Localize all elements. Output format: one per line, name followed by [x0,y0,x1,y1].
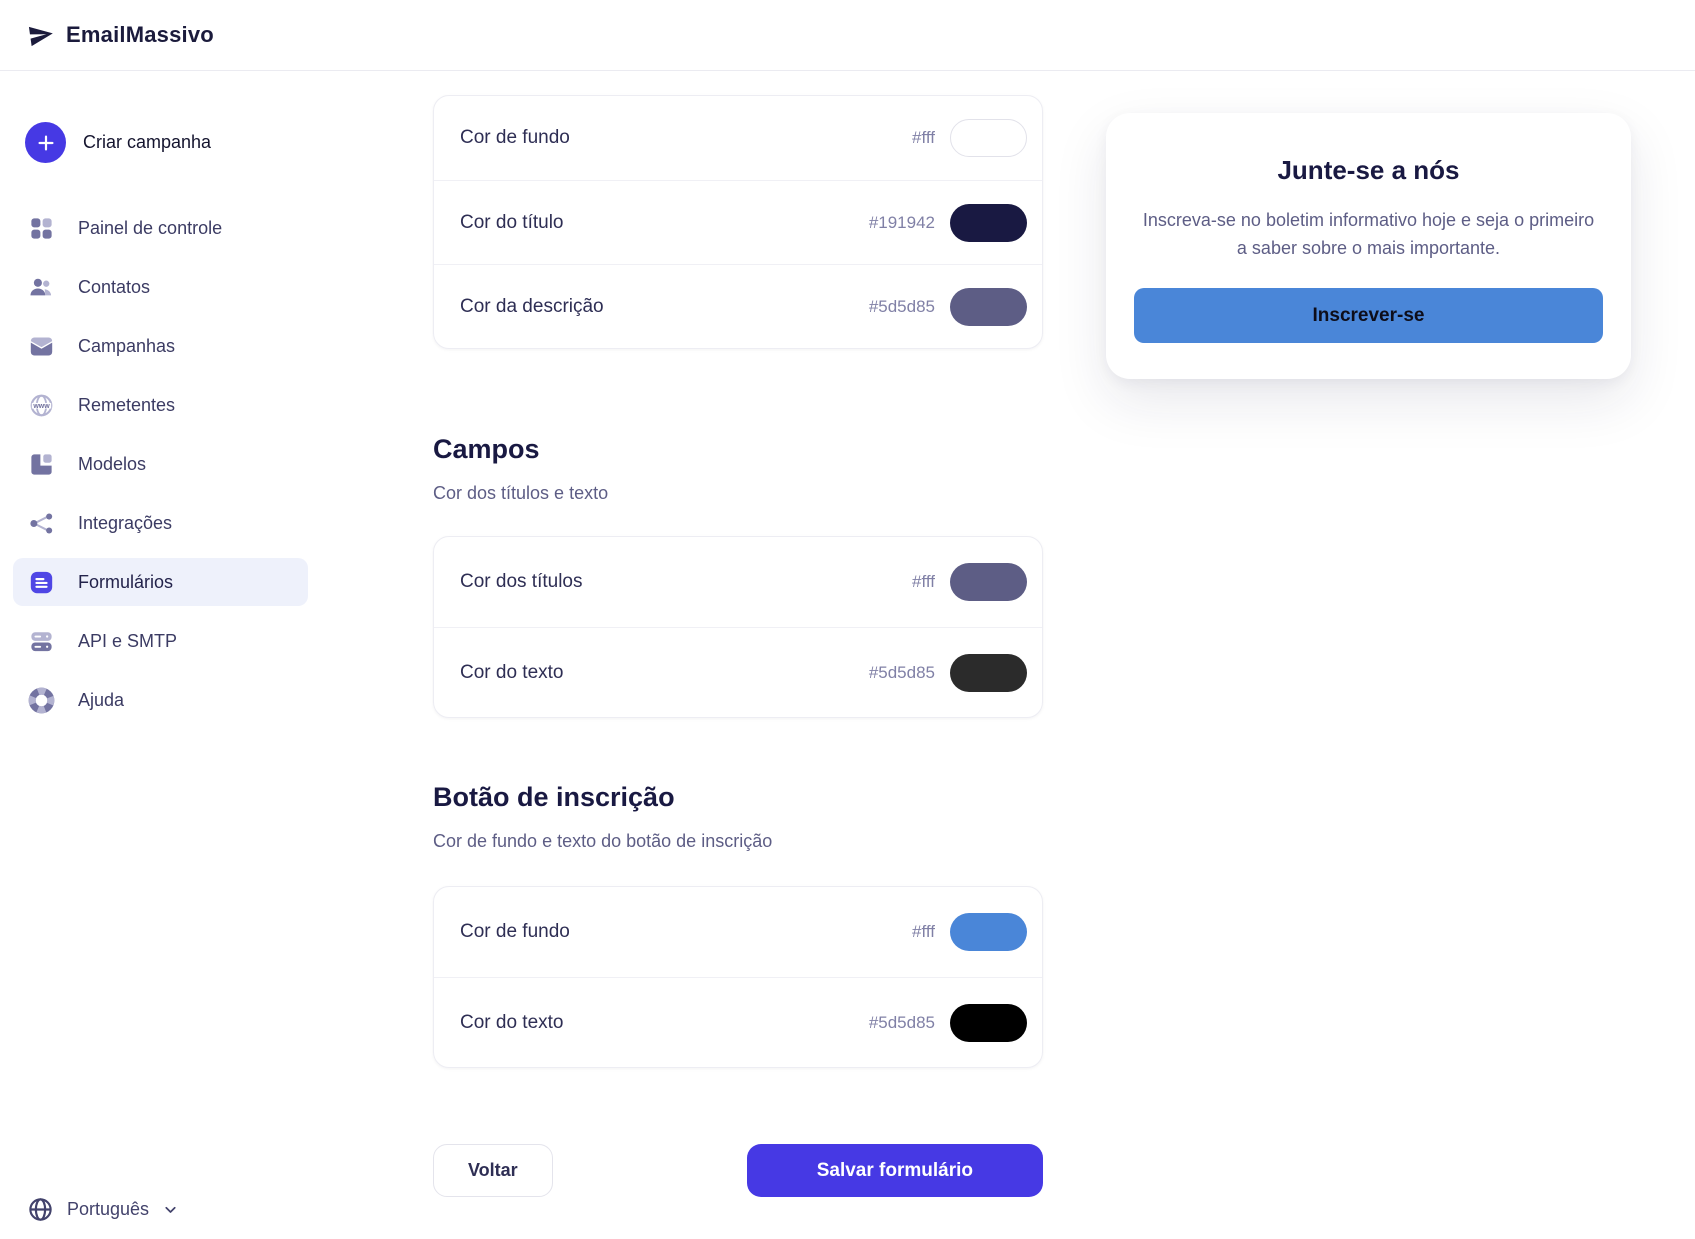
sidebar-item-label: Remetentes [78,394,176,415]
svg-text:www: www [32,402,50,409]
app-header: EmailMassivo [0,0,1695,71]
general-colors-card: Cor de fundo #fff Cor do título #191942 … [433,95,1043,349]
sidebar-item-templates[interactable]: Modelos [13,440,308,488]
color-hex-value: #fff [911,922,935,941]
integrations-icon [30,512,53,534]
color-hex-value: #191942 [868,212,935,232]
sidebar-item-label: Campanhas [78,335,176,356]
campaigns-icon [30,337,53,355]
color-row-label: Cor dos títulos [460,571,583,592]
language-selector[interactable]: Português [27,1196,179,1223]
color-row-label: Cor da descrição [460,295,604,317]
button-colors-card: Cor de fundo #fff Cor do texto #5d5d85 [433,886,1043,1068]
color-hex-value: #5d5d85 [868,662,935,682]
color-swatch[interactable] [950,1003,1027,1042]
sidebar-item-label: API e SMTP [78,630,178,651]
sidebar-item-senders[interactable]: www Remetentes [13,381,308,429]
sidebar-item-help[interactable]: Ajuda [13,676,308,724]
senders-globe-icon: www [30,394,53,416]
subscribe-button[interactable]: Inscrever-se [1134,288,1603,343]
preview-description: Inscreva-se no boletim informativo hoje … [1142,210,1595,258]
color-swatch[interactable] [950,119,1027,157]
color-row-description: Cor da descrição #5d5d85 [434,264,1042,348]
color-swatch[interactable] [950,203,1027,242]
color-row-title: Cor do título #191942 [434,180,1042,264]
language-label: Português [67,1199,150,1219]
sidebar-item-integrations[interactable]: Integrações [13,499,308,547]
sidebar-item-label: Integrações [78,512,173,533]
section-subtitle-subscribe-button: Cor de fundo e texto do botão de inscriç… [433,831,773,851]
sidebar-item-label: Contatos [78,276,151,297]
color-row-field-titles: Cor dos títulos #fff [434,537,1042,627]
color-swatch[interactable] [950,653,1027,692]
brand-logo[interactable]: EmailMassivo [28,22,214,48]
sidebar-item-label: Formulários [78,571,174,592]
color-row-label: Cor do título [460,211,564,233]
brand-name: EmailMassivo [66,22,214,47]
sidebar-item-label: Ajuda [78,689,125,710]
color-row-label: Cor de fundo [460,921,570,942]
lifebuoy-icon [28,687,55,713]
form-actions: Voltar Salvar formulário [433,1144,1043,1197]
server-icon [31,631,52,651]
color-hex-value: #5d5d85 [868,296,935,316]
preview-area: Junte-se a nós Inscreva-se no boletim in… [1043,71,1695,1239]
sidebar-item-label: Modelos [78,453,147,474]
preview-title: Junte-se a nós [1277,155,1460,185]
sidebar: Criar campanha Painel de controle [0,71,310,1239]
dashboard-icon [31,217,52,239]
create-campaign-label: Criar campanha [83,132,212,152]
section-title-campos: Campos [433,434,540,464]
sidebar-item-label: Painel de controle [78,217,223,238]
contacts-icon [30,278,52,295]
templates-icon [31,453,52,475]
section-subtitle-campos: Cor dos títulos e texto [433,483,609,503]
sidebar-item-contacts[interactable]: Contatos [13,263,308,311]
sidebar-item-campaigns[interactable]: Campanhas [13,322,308,370]
globe-icon [29,1198,52,1221]
color-swatch[interactable] [950,287,1027,326]
color-row-label: Cor de fundo [460,127,570,148]
color-swatch[interactable] [950,913,1027,951]
color-row-button-background: Cor de fundo #fff [434,887,1042,977]
newsletter-preview-card: Junte-se a nós Inscreva-se no boletim in… [1106,113,1631,379]
plus-icon [25,122,66,163]
color-swatch[interactable] [950,563,1027,601]
color-row-field-text: Cor do texto #5d5d85 [434,627,1042,717]
sidebar-nav: Painel de controle Contatos Campanhas [13,204,310,724]
fields-colors-card: Cor dos títulos #fff Cor do texto #5d5d8… [433,536,1043,718]
save-form-button[interactable]: Salvar formulário [746,1144,1043,1197]
paper-plane-icon [28,26,53,47]
color-hex-value: #fff [911,572,935,591]
color-hex-value: #fff [911,128,935,147]
color-row-button-text: Cor do texto #5d5d85 [434,977,1042,1067]
sidebar-item-forms[interactable]: Formulários [13,558,308,606]
forms-icon [30,571,53,593]
section-title-subscribe-button: Botão de inscrição [433,782,675,812]
sidebar-item-dashboard[interactable]: Painel de controle [13,204,308,252]
chevron-down-icon [165,1206,176,1213]
color-hex-value: #5d5d85 [868,1012,935,1032]
create-campaign-button[interactable]: Criar campanha [25,122,310,163]
color-row-background: Cor de fundo #fff [434,96,1042,180]
sidebar-item-api-smtp[interactable]: API e SMTP [13,617,308,665]
color-row-label: Cor do texto [460,1011,564,1033]
form-style-settings: Cor de fundo #fff Cor do título #191942 … [433,71,1043,1239]
back-button[interactable]: Voltar [433,1144,553,1197]
color-row-label: Cor do texto [460,661,564,683]
